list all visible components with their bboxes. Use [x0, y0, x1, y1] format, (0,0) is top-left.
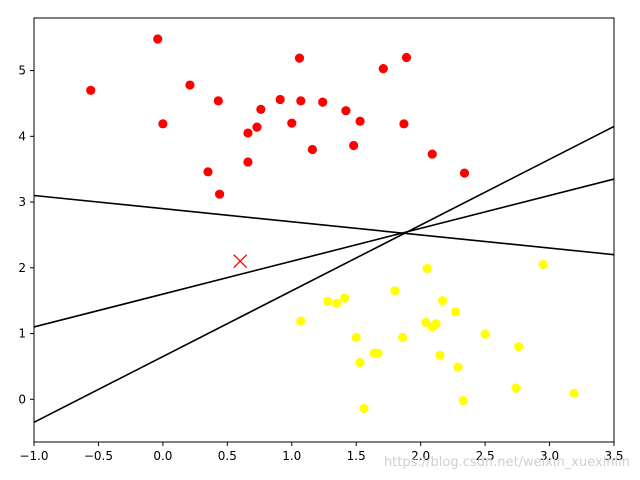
yellow-point-19	[453, 362, 463, 372]
red-point-11	[256, 104, 266, 114]
axes-frame	[33, 17, 615, 443]
x-tick-label: 1.5	[347, 449, 366, 463]
yellow-point-15	[431, 319, 441, 329]
red-point-19	[349, 140, 359, 151]
x-axis-ticks: −1.0 −0.5 0.0 0.5 1.0 1.5 2.0 2.5 3.0 3.5	[19, 442, 624, 463]
red-point-17	[318, 97, 328, 107]
red-point-3	[185, 80, 195, 90]
y-tick-label: 2	[18, 261, 26, 275]
red-point-2	[86, 85, 96, 95]
yellow-point-7	[359, 403, 369, 414]
red-point-25	[459, 168, 470, 178]
yellow-point-2	[323, 296, 333, 306]
yellow-point-13	[422, 263, 432, 274]
data-points	[86, 34, 579, 414]
yellow-point-16	[435, 350, 445, 360]
decision-lines	[33, 125, 615, 423]
y-tick-label: 1	[18, 327, 26, 341]
x-tick-label: −1.0	[19, 449, 48, 463]
red-point-8	[243, 128, 253, 138]
separating-line-3	[33, 125, 615, 423]
yellow-point-21	[480, 329, 490, 339]
red-point-16	[307, 144, 317, 155]
yellow-point-18	[450, 307, 461, 317]
red-point-20	[355, 116, 365, 126]
yellow-point-20	[458, 395, 468, 406]
yellow-point-11	[398, 332, 408, 343]
red-point-12	[275, 94, 285, 105]
y-tick-label: 0	[18, 392, 26, 406]
x-tick-label: 0.5	[218, 449, 237, 463]
x-tick-label: 2.5	[476, 449, 495, 463]
y-tick-label: 5	[18, 64, 26, 78]
yellow-point-3	[332, 298, 342, 308]
yellow-point-6	[355, 357, 365, 368]
y-axis-ticks: 0 1 2 3 4 5	[18, 64, 34, 406]
y-tick-label: 4	[18, 129, 26, 143]
red-point-1	[153, 34, 163, 44]
red-point-23	[401, 52, 412, 63]
red-point-10	[252, 122, 262, 132]
red-point-18	[341, 106, 351, 116]
new-point-marker-group	[233, 254, 248, 269]
yellow-point-12	[421, 317, 431, 327]
red-point-5	[213, 96, 223, 106]
yellow-point-17	[437, 296, 448, 306]
separating-line-2	[33, 178, 615, 328]
x-tick-label: 3.5	[604, 449, 623, 463]
yellow-point-24	[538, 259, 548, 270]
red-point-24	[427, 149, 437, 159]
red-point-13	[287, 118, 297, 128]
red-point-4	[158, 119, 168, 129]
red-point-21	[378, 64, 388, 74]
red-point-15	[296, 96, 306, 106]
yellow-point-10	[390, 286, 400, 296]
yellow-point-1	[296, 316, 306, 326]
yellow-point-9	[373, 348, 383, 358]
x-tick-label: −0.5	[84, 449, 113, 463]
red-point-6	[203, 167, 213, 177]
x-tick-label: 0.0	[153, 449, 172, 463]
yellow-point-22	[511, 383, 521, 393]
red-point-14	[294, 53, 305, 63]
x-tick-label: 2.0	[411, 449, 430, 463]
separating-line-1	[33, 194, 615, 256]
x-tick-label: 3.0	[540, 449, 559, 463]
red-point-9	[243, 157, 253, 167]
red-point-22	[399, 119, 409, 129]
new-point-x-stroke-2	[233, 254, 248, 269]
yellow-point-4	[340, 293, 350, 303]
red-point-7	[215, 189, 225, 199]
yellow-point-5	[351, 332, 361, 343]
y-tick-label: 3	[18, 195, 26, 209]
yellow-point-25	[569, 388, 579, 398]
x-tick-label: 1.0	[282, 449, 301, 463]
watermark-text: https://blog.csdn.net/weixin_xuexinlin	[384, 455, 630, 470]
yellow-point-23	[514, 342, 524, 352]
